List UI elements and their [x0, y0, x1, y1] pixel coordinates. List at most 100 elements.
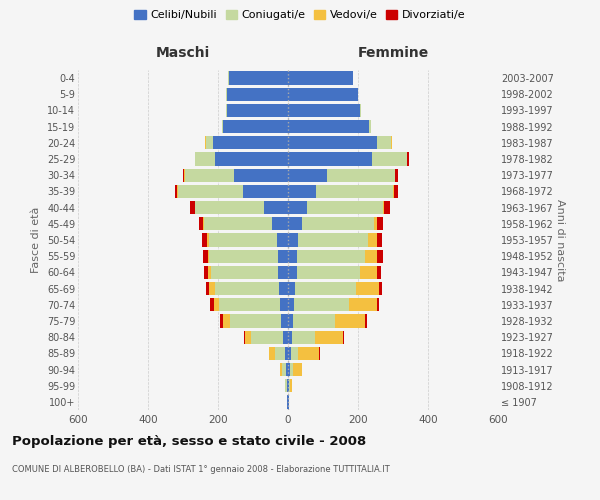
- Bar: [288, 217, 302, 230]
- Bar: [288, 314, 293, 328]
- Bar: [206, 282, 209, 295]
- Bar: [288, 185, 316, 198]
- Bar: [275, 346, 285, 360]
- Bar: [244, 330, 245, 344]
- Bar: [219, 298, 280, 312]
- Bar: [199, 217, 203, 230]
- Bar: [319, 346, 320, 360]
- Bar: [288, 379, 289, 392]
- Bar: [393, 185, 394, 198]
- Bar: [343, 330, 344, 344]
- Bar: [203, 250, 208, 263]
- Bar: [288, 363, 290, 376]
- Bar: [277, 250, 288, 263]
- Bar: [288, 266, 297, 279]
- Bar: [288, 72, 353, 85]
- Bar: [297, 266, 360, 279]
- Bar: [288, 152, 372, 166]
- Bar: [379, 282, 382, 295]
- Bar: [220, 314, 223, 328]
- Bar: [272, 217, 288, 230]
- Bar: [288, 120, 368, 134]
- Bar: [195, 201, 263, 214]
- Bar: [207, 234, 209, 246]
- Bar: [297, 250, 365, 263]
- Bar: [226, 104, 227, 117]
- Bar: [288, 346, 291, 360]
- Bar: [277, 234, 288, 246]
- Text: Femmine: Femmine: [358, 46, 428, 60]
- Bar: [307, 201, 383, 214]
- Bar: [190, 201, 194, 214]
- Bar: [202, 234, 207, 246]
- Bar: [360, 104, 361, 117]
- Bar: [368, 234, 377, 246]
- Bar: [368, 120, 371, 134]
- Bar: [195, 152, 215, 166]
- Bar: [335, 314, 365, 328]
- Bar: [360, 266, 377, 279]
- Bar: [377, 298, 379, 312]
- Bar: [215, 152, 288, 166]
- Bar: [287, 379, 288, 392]
- Bar: [214, 298, 219, 312]
- Text: COMUNE DI ALBEROBELLO (BA) - Dati ISTAT 1° gennaio 2008 - Elaborazione TUTTITALI: COMUNE DI ALBEROBELLO (BA) - Dati ISTAT …: [12, 465, 390, 474]
- Bar: [395, 168, 398, 182]
- Bar: [277, 266, 288, 279]
- Bar: [316, 185, 393, 198]
- Bar: [234, 168, 288, 182]
- Bar: [394, 185, 398, 198]
- Bar: [209, 250, 277, 263]
- Bar: [356, 282, 379, 295]
- Bar: [211, 266, 277, 279]
- Bar: [288, 104, 360, 117]
- Bar: [289, 379, 290, 392]
- Bar: [223, 314, 230, 328]
- Bar: [245, 330, 251, 344]
- Bar: [242, 185, 288, 198]
- Bar: [287, 396, 288, 408]
- Bar: [283, 330, 288, 344]
- Bar: [206, 136, 213, 149]
- Y-axis label: Anni di nascita: Anni di nascita: [555, 198, 565, 281]
- Bar: [282, 363, 286, 376]
- Bar: [377, 234, 382, 246]
- Bar: [295, 282, 356, 295]
- Bar: [230, 314, 281, 328]
- Bar: [269, 346, 275, 360]
- Bar: [288, 396, 289, 408]
- Bar: [291, 346, 298, 360]
- Bar: [293, 363, 302, 376]
- Bar: [374, 217, 377, 230]
- Bar: [315, 330, 343, 344]
- Bar: [221, 120, 223, 134]
- Bar: [295, 298, 349, 312]
- Bar: [288, 250, 297, 263]
- Bar: [290, 363, 293, 376]
- Bar: [288, 88, 358, 101]
- Bar: [209, 234, 277, 246]
- Bar: [377, 217, 383, 230]
- Bar: [223, 120, 288, 134]
- Bar: [407, 152, 409, 166]
- Bar: [372, 152, 407, 166]
- Bar: [263, 201, 288, 214]
- Bar: [280, 298, 288, 312]
- Bar: [251, 330, 283, 344]
- Bar: [227, 104, 288, 117]
- Bar: [377, 266, 381, 279]
- Bar: [175, 185, 178, 198]
- Legend: Celibi/Nubili, Coniugati/e, Vedovi/e, Divorziati/e: Celibi/Nubili, Coniugati/e, Vedovi/e, Di…: [130, 6, 470, 25]
- Bar: [288, 282, 295, 295]
- Bar: [326, 168, 395, 182]
- Bar: [281, 314, 288, 328]
- Bar: [279, 282, 288, 295]
- Bar: [286, 363, 288, 376]
- Bar: [349, 298, 377, 312]
- Bar: [227, 88, 288, 101]
- Bar: [229, 72, 288, 85]
- Bar: [290, 379, 292, 392]
- Bar: [208, 266, 211, 279]
- Bar: [377, 250, 383, 263]
- Bar: [203, 217, 204, 230]
